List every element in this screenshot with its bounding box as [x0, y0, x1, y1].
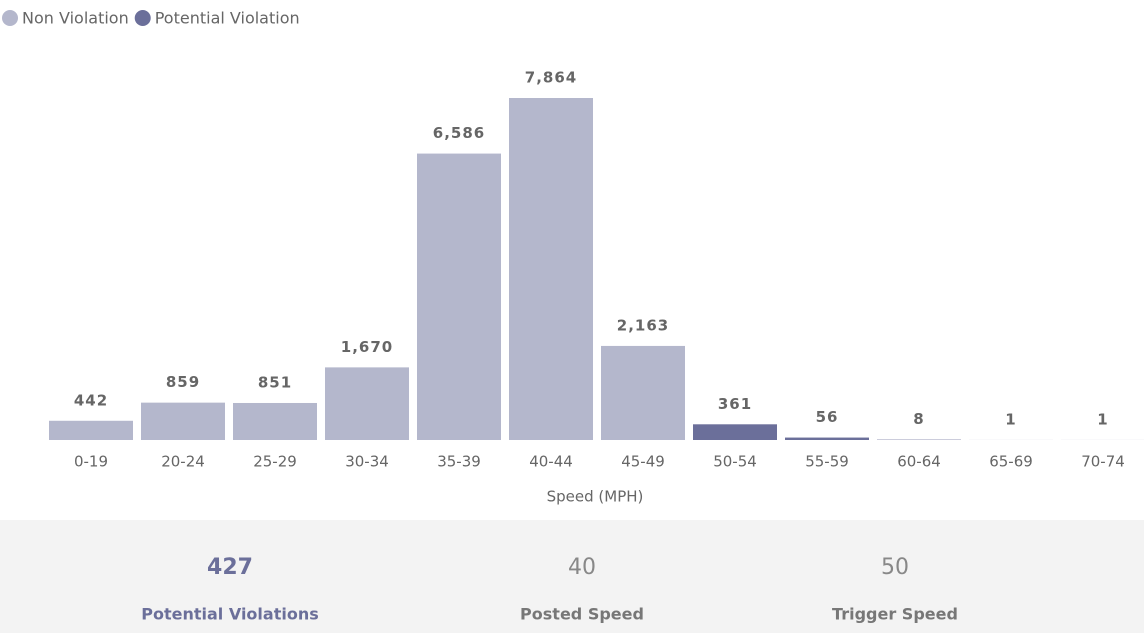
x-tick-label: 50-54	[713, 453, 757, 471]
data-label: 2,163	[617, 316, 669, 334]
bar	[693, 424, 777, 440]
data-label: 442	[74, 391, 108, 409]
kpi-label: Trigger Speed	[832, 605, 958, 624]
x-tick-label: 55-59	[805, 453, 849, 471]
bar	[785, 437, 869, 440]
x-tick-label: 25-29	[253, 453, 297, 471]
bar	[417, 153, 501, 440]
x-axis-title: Speed (MPH)	[547, 488, 644, 506]
bar	[49, 420, 133, 440]
data-label: 6,586	[433, 124, 485, 142]
x-tick-label: 60-64	[897, 453, 941, 471]
x-tick-label: 40-44	[529, 453, 573, 471]
data-label: 7,864	[525, 69, 577, 87]
bar	[601, 345, 685, 440]
data-label: 1,670	[341, 338, 393, 356]
x-tick-label: 20-24	[161, 453, 205, 471]
legend-label: Potential Violation	[155, 9, 300, 28]
legend-marker	[134, 10, 151, 26]
bar	[509, 98, 593, 440]
bar	[233, 402, 317, 440]
kpi-label: Posted Speed	[520, 605, 644, 624]
legend-marker	[2, 10, 18, 26]
x-tick-label: 0-19	[74, 453, 108, 471]
bar	[141, 402, 225, 440]
x-tick-label: 65-69	[989, 453, 1033, 471]
legend-label: Non Violation	[22, 9, 129, 28]
data-label: 851	[258, 373, 292, 391]
x-tick-label: 35-39	[437, 453, 481, 471]
x-tick-label: 70-74	[1081, 453, 1125, 471]
kpi-value: 50	[881, 555, 909, 580]
kpi-value: 427	[207, 555, 253, 580]
data-label: 1	[1005, 410, 1016, 428]
data-label: 56	[816, 408, 839, 426]
data-label: 859	[166, 373, 200, 391]
data-label: 361	[718, 395, 752, 413]
x-tick-label: 45-49	[621, 453, 665, 471]
data-label: 8	[913, 410, 924, 428]
bar	[325, 367, 409, 440]
kpi-label: Potential Violations	[141, 605, 319, 624]
kpi-value: 40	[568, 555, 596, 580]
x-tick-label: 30-34	[345, 453, 389, 471]
data-label: 1	[1097, 410, 1108, 428]
